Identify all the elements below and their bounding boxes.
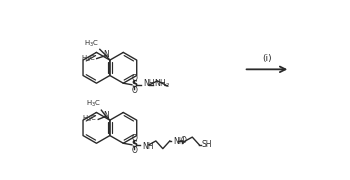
Text: O: O [131,74,137,83]
Text: O: O [131,147,137,156]
Text: O: O [131,134,137,143]
Text: SH: SH [202,140,212,149]
Text: H$_3$C: H$_3$C [84,38,99,49]
Text: NH: NH [143,142,154,151]
Text: N: N [103,50,109,59]
Text: O: O [131,86,137,95]
Text: NH: NH [144,79,155,88]
Text: S: S [131,140,137,149]
Text: H$_3$C: H$_3$C [82,114,97,125]
Text: NH: NH [173,137,184,146]
Text: S: S [131,80,137,89]
Text: NH$_2$: NH$_2$ [154,78,170,90]
Text: O: O [181,136,187,145]
Text: H$_3$C: H$_3$C [85,99,100,109]
Text: N: N [103,111,109,120]
Text: H$_3$C: H$_3$C [81,53,96,64]
Text: (i): (i) [262,54,272,63]
